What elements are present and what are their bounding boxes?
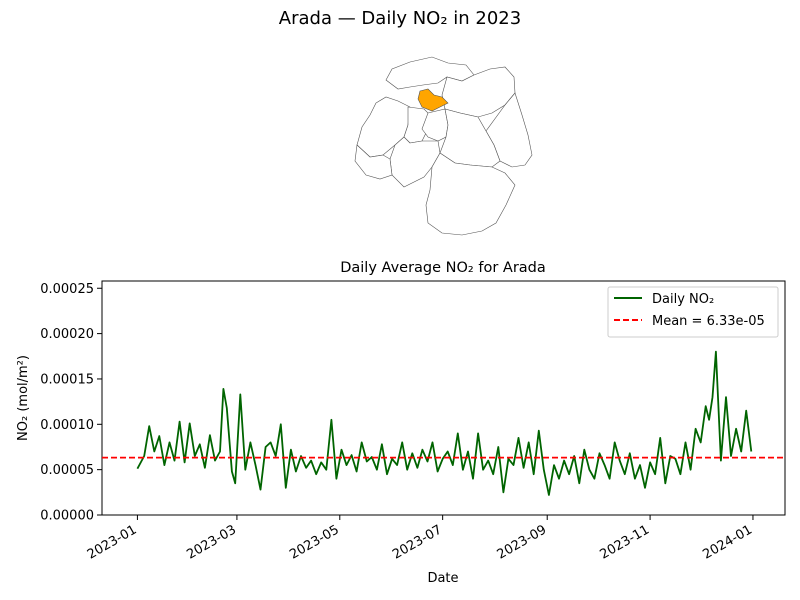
chart-title: Daily Average NO₂ for Arada [340, 260, 546, 276]
legend-label-mean: Mean = 6.33e-05 [652, 314, 765, 329]
y-tick-label: 0.00025 [40, 282, 94, 297]
map-region-south [425, 152, 516, 236]
legend-box [607, 286, 779, 338]
y-tick-label: 0.00020 [40, 327, 94, 342]
x-tick-label: 2023-07 [390, 522, 445, 562]
figure-suptitle: Arada — Daily NO₂ in 2023 [278, 8, 522, 29]
legend-label-daily: Daily NO₂ [652, 292, 714, 307]
x-tick-label: 2023-03 [184, 522, 239, 562]
region-map [354, 56, 533, 236]
series-layer [102, 350, 785, 496]
x-tick-label: 2023-11 [598, 522, 653, 562]
x-tick-label: 2023-01 [85, 522, 140, 562]
map-region-southwest [354, 144, 393, 180]
x-axis-label: Date [427, 571, 458, 586]
map-region-highlighted [417, 88, 449, 112]
plot-frame [101, 280, 786, 516]
y-tick-label: 0.00015 [40, 372, 94, 387]
y-axis-label: NO₂ (mol/m²) [16, 355, 31, 441]
x-tick-label: 2023-05 [287, 522, 342, 562]
x-axis: 2023-01 2023-03 2023-05 2023-07 2023-09 2023-… [85, 515, 755, 563]
y-axis: 0.00000 0.00005 0.00010 0.00015 0.00020 0.000… [40, 282, 102, 524]
series-line-daily-no2 [136, 350, 753, 496]
y-tick-label: 0.00000 [40, 509, 94, 524]
legend: Daily NO₂ Mean = 6.33e-05 [607, 286, 779, 338]
y-tick-label: 0.00010 [40, 418, 94, 433]
x-tick-label: 2024-01 [700, 522, 755, 562]
x-tick-label: 2023-09 [495, 522, 550, 562]
map-region-south-center [389, 136, 441, 188]
y-tick-label: 0.00005 [40, 463, 94, 478]
